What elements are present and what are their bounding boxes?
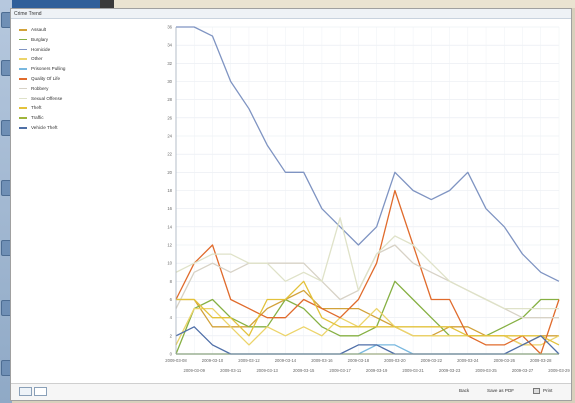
x-tick-label: 2009-03-11	[220, 368, 242, 373]
legend-item[interactable]: Sexual Offense	[17, 94, 157, 104]
y-tick-label: 18	[167, 188, 172, 193]
legend-label: Prisoners Pulling	[31, 66, 66, 72]
x-tick-label: 2009-03-21	[402, 368, 424, 373]
taskbar-dark-segment	[100, 0, 114, 8]
y-tick-label: 22	[167, 152, 172, 157]
x-tick-label: 2009-03-24	[457, 358, 479, 363]
legend-label: Vehicle Theft	[31, 124, 58, 130]
x-tick-label: 2009-03-28	[530, 358, 552, 363]
x-tick-label: 2009-03-14	[275, 358, 297, 363]
legend-label: Other	[31, 56, 43, 62]
chart-view-button[interactable]	[19, 387, 32, 396]
save-pdf-link[interactable]: Save as PDF	[487, 388, 515, 393]
window-title: Crime Trend	[11, 9, 571, 19]
x-tick-label: 2009-03-22	[421, 358, 443, 363]
legend-label: Burglary	[31, 36, 49, 42]
series-line-burglary	[175, 280, 559, 355]
chart-grid	[175, 26, 560, 355]
x-tick-label: 2009-03-17	[329, 368, 351, 373]
legend-item[interactable]: Other	[17, 54, 157, 64]
legend-label: Homicide	[31, 46, 51, 52]
y-tick-label: 24	[167, 134, 172, 139]
x-tick-label: 2009-03-10	[202, 358, 224, 363]
series-line-theft	[176, 280, 560, 346]
series-line-quality-of-life	[175, 189, 560, 355]
legend-swatch	[19, 48, 27, 51]
y-tick-label: 4	[170, 315, 173, 320]
x-tick-label: 2009-03-09	[184, 368, 206, 373]
y-tick-label: 36	[167, 25, 172, 30]
y-tick-label: 30	[167, 79, 172, 84]
legend-item[interactable]: Vehicle Theft	[17, 123, 157, 133]
y-tick-label: 32	[167, 61, 172, 66]
x-tick-label: 2009-03-27	[512, 368, 534, 373]
legend-swatch	[19, 77, 27, 80]
y-tick-label: 0	[170, 352, 173, 357]
x-tick-label: 2009-03-16	[311, 358, 333, 363]
y-tick-label: 14	[167, 224, 172, 229]
y-tick-label: 12	[167, 243, 172, 248]
crime-trend-window: Crime Trend Assault Burglary Homicide Other…	[10, 8, 572, 401]
x-tick-label: 2009-03-08	[165, 358, 187, 363]
print-link[interactable]: Print	[543, 388, 553, 393]
legend-label: Assault	[31, 27, 47, 32]
legend-swatch	[19, 87, 27, 90]
x-tick-label: 2009-03-15	[293, 368, 315, 373]
x-tick-label: 2009-03-20	[384, 358, 406, 363]
desktop-top-bar	[0, 0, 575, 8]
legend-swatch	[19, 97, 27, 100]
y-tick-label: 20	[167, 170, 172, 175]
legend-label: Traffic	[31, 115, 44, 121]
x-tick-label: 2009-03-12	[238, 358, 260, 363]
legend-swatch	[19, 107, 27, 109]
x-tick-label: 2009-03-26	[494, 358, 516, 363]
chart-axes: 0246810121416182022242628303234362009-03…	[165, 25, 570, 374]
taskbar-blue-segment	[0, 0, 100, 8]
y-tick-label: 16	[167, 206, 172, 211]
legend-swatch	[19, 38, 27, 41]
legend-swatch	[19, 29, 27, 31]
series-line-prisoners-pulling	[176, 344, 559, 355]
legend-swatch	[19, 126, 27, 129]
x-tick-label: 2009-03-19	[366, 368, 388, 373]
legend-item[interactable]: Theft	[17, 103, 157, 113]
legend-swatch	[19, 68, 27, 70]
y-tick-label: 10	[167, 261, 172, 266]
y-tick-label: 8	[170, 279, 173, 284]
series-line-sexual-offense	[175, 217, 559, 310]
legend-item[interactable]: Burglary	[17, 35, 157, 45]
window-footer: Back Save as PDF Print	[11, 383, 571, 400]
legend-item[interactable]: Prisoners Pulling	[17, 64, 157, 74]
legend-item[interactable]: Quality Of Life	[17, 74, 157, 84]
legend-item[interactable]: Assault	[17, 25, 157, 35]
y-tick-label: 34	[167, 43, 172, 48]
x-tick-label: 2009-03-25	[475, 368, 497, 373]
back-link[interactable]: Back	[459, 388, 470, 393]
legend-label: Theft	[31, 105, 42, 111]
y-tick-label: 26	[167, 115, 172, 120]
printer-icon[interactable]	[533, 388, 540, 394]
legend-label: Quality Of Life	[31, 75, 61, 81]
x-tick-label: 2009-03-23	[439, 368, 461, 373]
y-tick-label: 2	[170, 333, 173, 338]
x-tick-label: 2009-03-29	[548, 368, 570, 373]
x-tick-label: 2009-03-18	[348, 358, 370, 363]
y-tick-label: 6	[170, 297, 173, 302]
x-tick-label: 2009-03-13	[256, 368, 278, 373]
chart-legend: Assault Burglary Homicide Other Prisoners Pu…	[17, 25, 157, 133]
legend-item[interactable]: Traffic	[17, 113, 157, 123]
legend-item[interactable]: Homicide	[17, 45, 157, 55]
legend-label: Robbery	[31, 85, 49, 91]
table-view-button[interactable]	[34, 387, 47, 396]
series-line-homicide	[176, 26, 560, 282]
legend-label: Sexual Offense	[31, 95, 63, 101]
line-chart: 0246810121416182022242628303234362009-03…	[165, 25, 570, 374]
y-tick-label: 28	[167, 97, 172, 102]
legend-swatch	[19, 117, 27, 119]
legend-swatch	[19, 58, 27, 60]
legend-item[interactable]: Robbery	[17, 84, 157, 94]
